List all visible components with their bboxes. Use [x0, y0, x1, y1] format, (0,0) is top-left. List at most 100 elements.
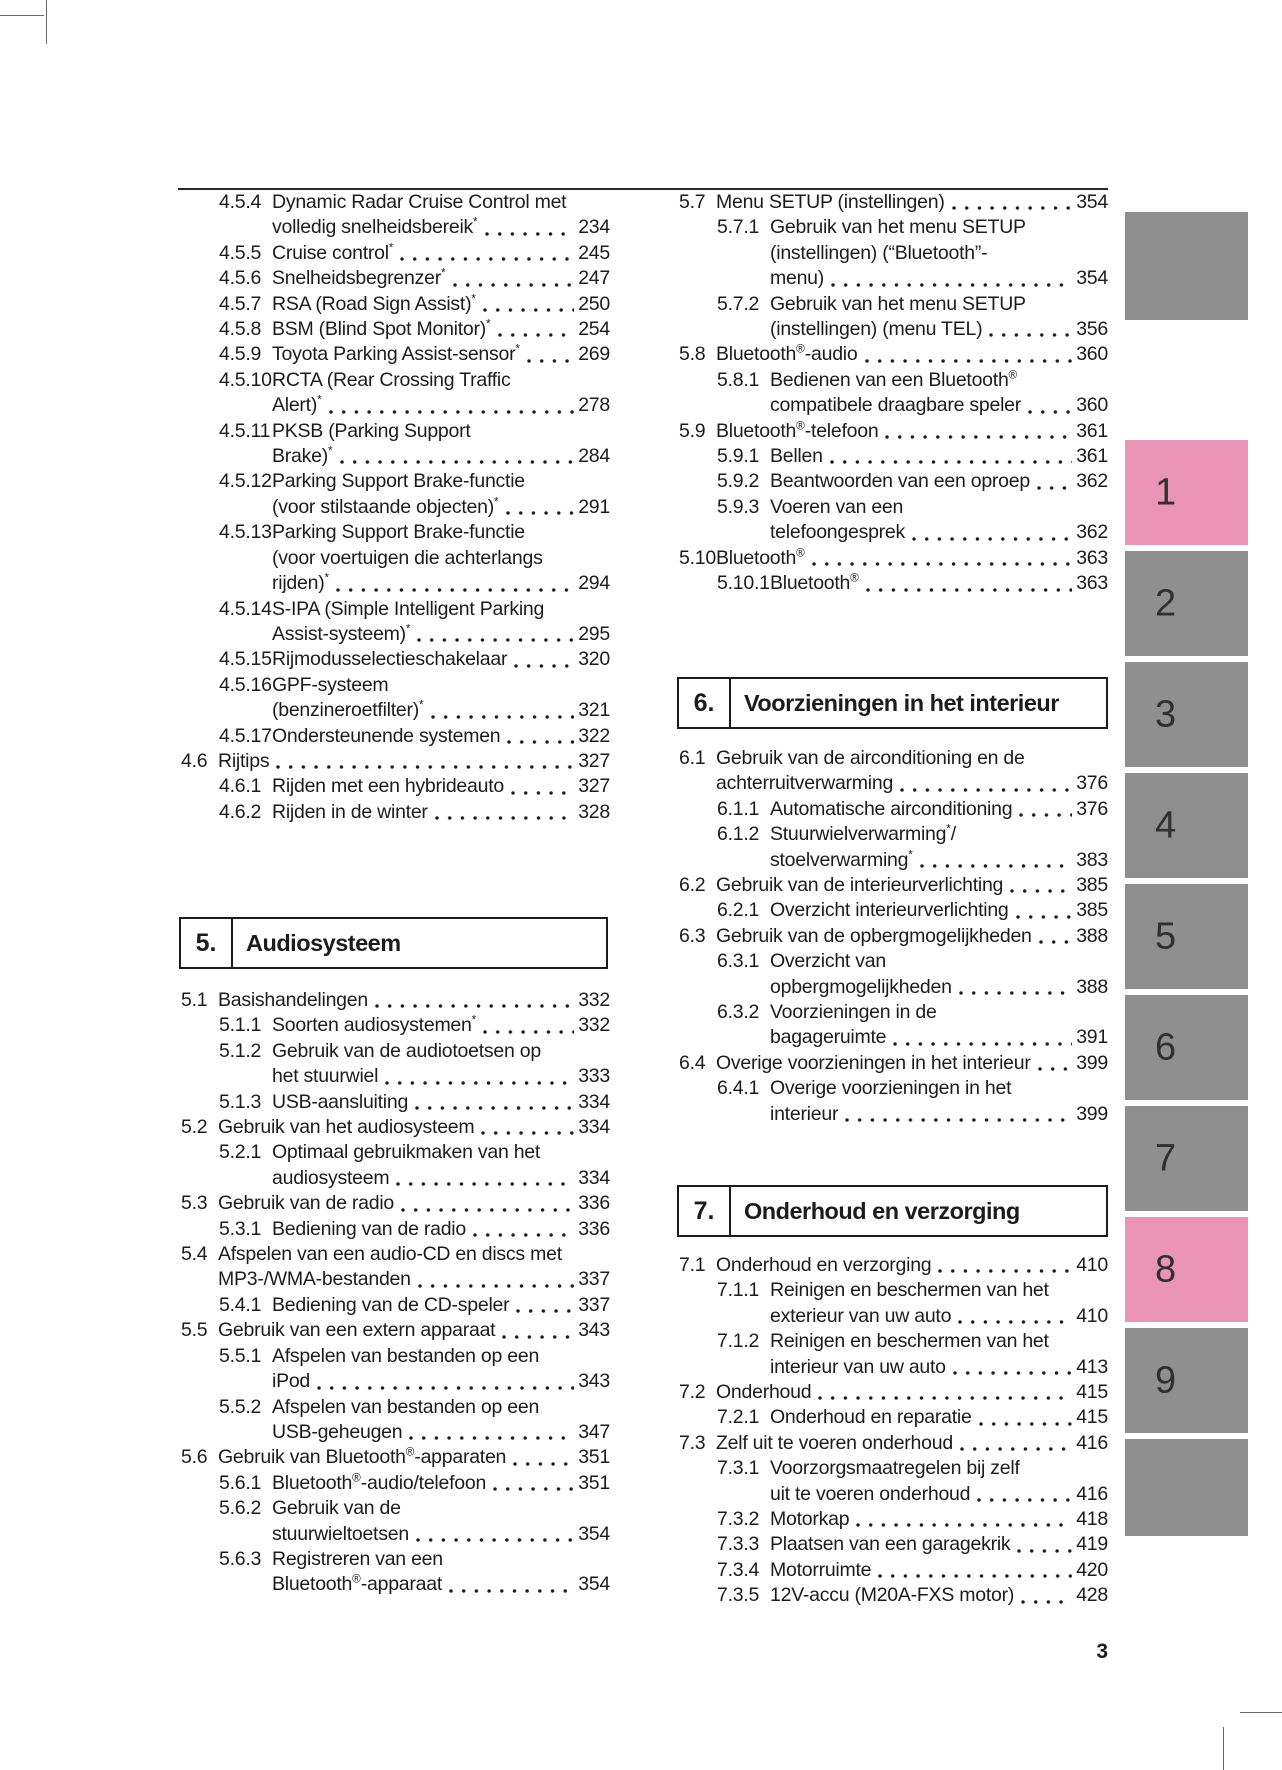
- toc-entry[interactable]: 6.3 Gebruik van de opbergmogelijkheden 38…: [677, 923, 1108, 950]
- dot-leader: [950, 1354, 1073, 1381]
- toc-entry[interactable]: 5.6.1 Bluetooth®-audio/telefoon 351: [179, 1470, 610, 1497]
- toc-entry-text: Rijden met een hybrideauto: [272, 775, 504, 798]
- toc-entry[interactable]: 7.3.3 Plaatsen van een garagekrik 419: [677, 1532, 1108, 1558]
- chapter-tab-9[interactable]: 9: [1125, 1328, 1248, 1433]
- toc-entry-line: Bellen 361: [770, 444, 1108, 470]
- toc-entry[interactable]: 5.1.1 Soorten audiosystemen* 332: [179, 1013, 610, 1039]
- toc-entry[interactable]: 6.2.1 Overzicht interieurverlichting 385: [677, 898, 1108, 924]
- toc-entry[interactable]: 5.6.2 Gebruik van de stuurwieltoetsen 354: [179, 1496, 610, 1547]
- toc-entry[interactable]: 5.2.1 Optimaal gebruikmaken van het audio…: [179, 1140, 610, 1192]
- toc-entry[interactable]: 7.3.5 12V-accu (M20A-FXS motor) 428: [677, 1583, 1108, 1609]
- toc-entry[interactable]: 5.8.1 Bedienen van een Bluetooth® compati…: [677, 368, 1108, 419]
- toc-entry[interactable]: 7.2.1 Onderhoud en reparatie 415: [677, 1405, 1108, 1431]
- toc-entry[interactable]: 5.10.1 Bluetooth® 363: [677, 571, 1108, 597]
- toc-entry-number: 7.3.3: [717, 1533, 760, 1556]
- toc-entry-text: Gebruik van de audiotoetsen op: [272, 1039, 541, 1062]
- chapter-tab-1[interactable]: 1: [1125, 440, 1248, 545]
- toc-entry[interactable]: 4.5.13 Parking Support Brake-functie (voo…: [179, 520, 610, 597]
- toc-entry[interactable]: 4.5.12 Parking Support Brake-functie (voo…: [179, 469, 610, 521]
- toc-entry-line: Cruise control* 245: [272, 240, 610, 267]
- chapter-tab-7[interactable]: 7: [1125, 1106, 1248, 1211]
- toc-entry-text: BSM (Blind Spot Monitor)*: [272, 317, 491, 341]
- toc-entry[interactable]: 5.4.1 Bediening van de CD-speler 337: [179, 1292, 610, 1319]
- toc-entry[interactable]: 5.9.2 Beantwoorden van een oproep 362: [677, 469, 1108, 495]
- toc-entry[interactable]: 5.7.1 Gebruik van het menu SETUP (instell…: [677, 215, 1108, 292]
- toc-entry[interactable]: 7.1.1 Reinigen en beschermen van het exte…: [677, 1278, 1108, 1330]
- toc-entry[interactable]: 4.5.7 RSA (Road Sign Assist)* 250: [179, 291, 610, 318]
- toc-entry-text: Afspelen van bestanden op een: [272, 1395, 540, 1418]
- toc-entry[interactable]: 4.5.16 GPF-systeem (benzineroetfilter)* 32…: [179, 673, 610, 724]
- toc-entry[interactable]: 4.5.11 PKSB (Parking Support Brake)* 284: [179, 419, 610, 470]
- toc-entry[interactable]: 5.10 Bluetooth® 363: [677, 545, 1108, 572]
- toc-entry-page: 376: [1076, 772, 1108, 795]
- dot-leader: [479, 1115, 575, 1141]
- toc-entry[interactable]: 4.5.8 BSM (Blind Spot Monitor)* 254: [179, 317, 610, 343]
- toc-entry[interactable]: 5.6.3 Registreren van een Bluetooth®-appa…: [179, 1547, 610, 1598]
- toc-entry-text: Registreren van een: [272, 1547, 443, 1570]
- toc-entry[interactable]: 7.3.4 Motorruimte 420: [677, 1557, 1108, 1584]
- toc-entry-body: Onderhoud 415: [716, 1380, 1108, 1406]
- toc-entry[interactable]: 4.6.1 Rijden met een hybrideauto 327: [179, 774, 610, 800]
- toc-entry[interactable]: 6.4.1 Overige voorzieningen in het interi…: [677, 1076, 1108, 1128]
- toc-entry[interactable]: 4.5.17 Ondersteunende systemen 322: [179, 723, 610, 749]
- toc-entry[interactable]: 6.1.2 Stuurwielverwarming*/stoelverwarmi…: [677, 822, 1108, 874]
- toc-entry[interactable]: 5.7.2 Gebruik van het menu SETUP (instell…: [677, 292, 1108, 343]
- toc-entry[interactable]: 7.1 Onderhoud en verzorging 410: [677, 1253, 1108, 1279]
- toc-entry[interactable]: 5.9.3 Voeren van een telefoongesprek 362: [677, 495, 1108, 546]
- toc-entry[interactable]: 4.6.2 Rijden in de winter 328: [179, 799, 610, 826]
- toc-entry[interactable]: 6.1.1 Automatische airconditioning 376: [677, 796, 1108, 823]
- toc-entry[interactable]: 5.1.2 Gebruik van de audiotoetsen op het …: [179, 1039, 610, 1090]
- toc-entry[interactable]: 6.3.2 Voorzieningen in de bagageruimte 391: [677, 1000, 1108, 1051]
- chapter-tab-8[interactable]: 8: [1125, 1217, 1248, 1322]
- toc-entry[interactable]: 7.3 Zelf uit te voeren onderhoud 416: [677, 1430, 1108, 1457]
- dot-leader: [1017, 796, 1073, 823]
- toc-entry[interactable]: 5.5.2 Afspelen van bestanden op een USB-g…: [179, 1395, 610, 1446]
- toc-entry[interactable]: 7.3.1 Voorzorgsmaatregelen bij zelf uit t…: [677, 1456, 1108, 1508]
- toc-entry[interactable]: 7.1.2 Reinigen en beschermen van het inte…: [677, 1329, 1108, 1381]
- toc-entry[interactable]: 6.4 Overige voorzieningen in het interie…: [677, 1050, 1108, 1077]
- toc-entry[interactable]: 5.4 Afspelen van een audio-CD en discs m…: [179, 1242, 610, 1293]
- toc-entry-page: 321: [578, 699, 610, 722]
- toc-entry-page: 332: [578, 1014, 610, 1037]
- toc-entry[interactable]: 5.5.1 Afspelen van bestanden op een iPod 3…: [179, 1344, 610, 1395]
- toc-entry[interactable]: 5.1 Basishandelingen 332: [179, 988, 610, 1014]
- toc-entry[interactable]: 5.8 Bluetooth®-audio 360: [677, 342, 1108, 368]
- toc-entry[interactable]: 6.1 Gebruik van de airconditioning en de…: [677, 746, 1108, 797]
- toc-entry[interactable]: 6.3.1 Overzicht van opbergmogelijkheden 38…: [677, 949, 1108, 1001]
- toc-entry[interactable]: 4.5.6 Snelheidsbegrenzer* 247: [179, 266, 610, 292]
- toc-entry-number: 6.3.2: [717, 1001, 760, 1024]
- toc-entry[interactable]: 5.3.1 Bediening van de radio 336: [179, 1216, 610, 1243]
- toc-entry[interactable]: 5.9.1 Bellen 361: [677, 444, 1108, 470]
- toc-entry[interactable]: 5.1.3 USB-aansluiting 334: [179, 1089, 610, 1116]
- toc-entry-page: 291: [578, 495, 610, 518]
- toc-entry[interactable]: 5.7 Menu SETUP (instellingen) 354: [677, 190, 1108, 216]
- toc-entry-number: 5.2: [181, 1116, 208, 1139]
- toc-entry[interactable]: 7.3.2 Motorkap 418: [677, 1507, 1108, 1533]
- toc-entry[interactable]: 6.2 Gebruik van de interieurverlichting 3…: [677, 873, 1108, 899]
- toc-entry-line: Rijtips 327: [218, 748, 610, 775]
- section-number: 6.: [679, 679, 731, 727]
- toc-entry[interactable]: 4.5.15 Rijmodusselectieschakelaar 320: [179, 647, 610, 673]
- chapter-tab-blank[interactable]: [1125, 212, 1248, 320]
- toc-entry[interactable]: 5.5 Gebruik van een extern apparaat 343: [179, 1318, 610, 1344]
- chapter-tab-blank[interactable]: [1125, 1439, 1248, 1536]
- chapter-tab-5[interactable]: 5: [1125, 884, 1248, 989]
- toc-entry[interactable]: 7.2 Onderhoud 415: [677, 1380, 1108, 1406]
- toc-entry[interactable]: 4.6 Rijtips 327: [179, 748, 610, 775]
- toc-entry-body: Gebruik van het audiosysteem 334: [218, 1115, 610, 1141]
- chapter-tab-4[interactable]: 4: [1125, 773, 1248, 878]
- toc-entry[interactable]: 5.2 Gebruik van het audiosysteem 334: [179, 1115, 610, 1141]
- chapter-tab-6[interactable]: 6: [1125, 995, 1248, 1100]
- toc-entry[interactable]: 4.5.10 RCTA (Rear Crossing Traffic Alert)…: [179, 368, 610, 419]
- toc-entry[interactable]: 4.5.4 Dynamic Radar Cruise Control met vo…: [179, 190, 610, 241]
- toc-entry[interactable]: 4.5.14 S-IPA (Simple Intelligent Parking…: [179, 597, 610, 648]
- chapter-tab-3[interactable]: 3: [1125, 662, 1248, 767]
- toc-entry[interactable]: 5.6 Gebruik van Bluetooth®-apparaten 351: [179, 1445, 610, 1471]
- toc-entry[interactable]: 5.9 Bluetooth®-telefoon 361: [677, 418, 1108, 445]
- toc-entry[interactable]: 5.3 Gebruik van de radio 336: [179, 1191, 610, 1217]
- section-title: Audiosysteem: [246, 929, 401, 956]
- toc-entry[interactable]: 4.5.9 Toyota Parking Assist-sensor* 269: [179, 342, 610, 368]
- toc-entry[interactable]: 4.5.5 Cruise control* 245: [179, 240, 610, 267]
- toc-entry-text: (voor stilstaande objecten)*: [272, 495, 499, 518]
- chapter-tab-2[interactable]: 2: [1125, 551, 1248, 656]
